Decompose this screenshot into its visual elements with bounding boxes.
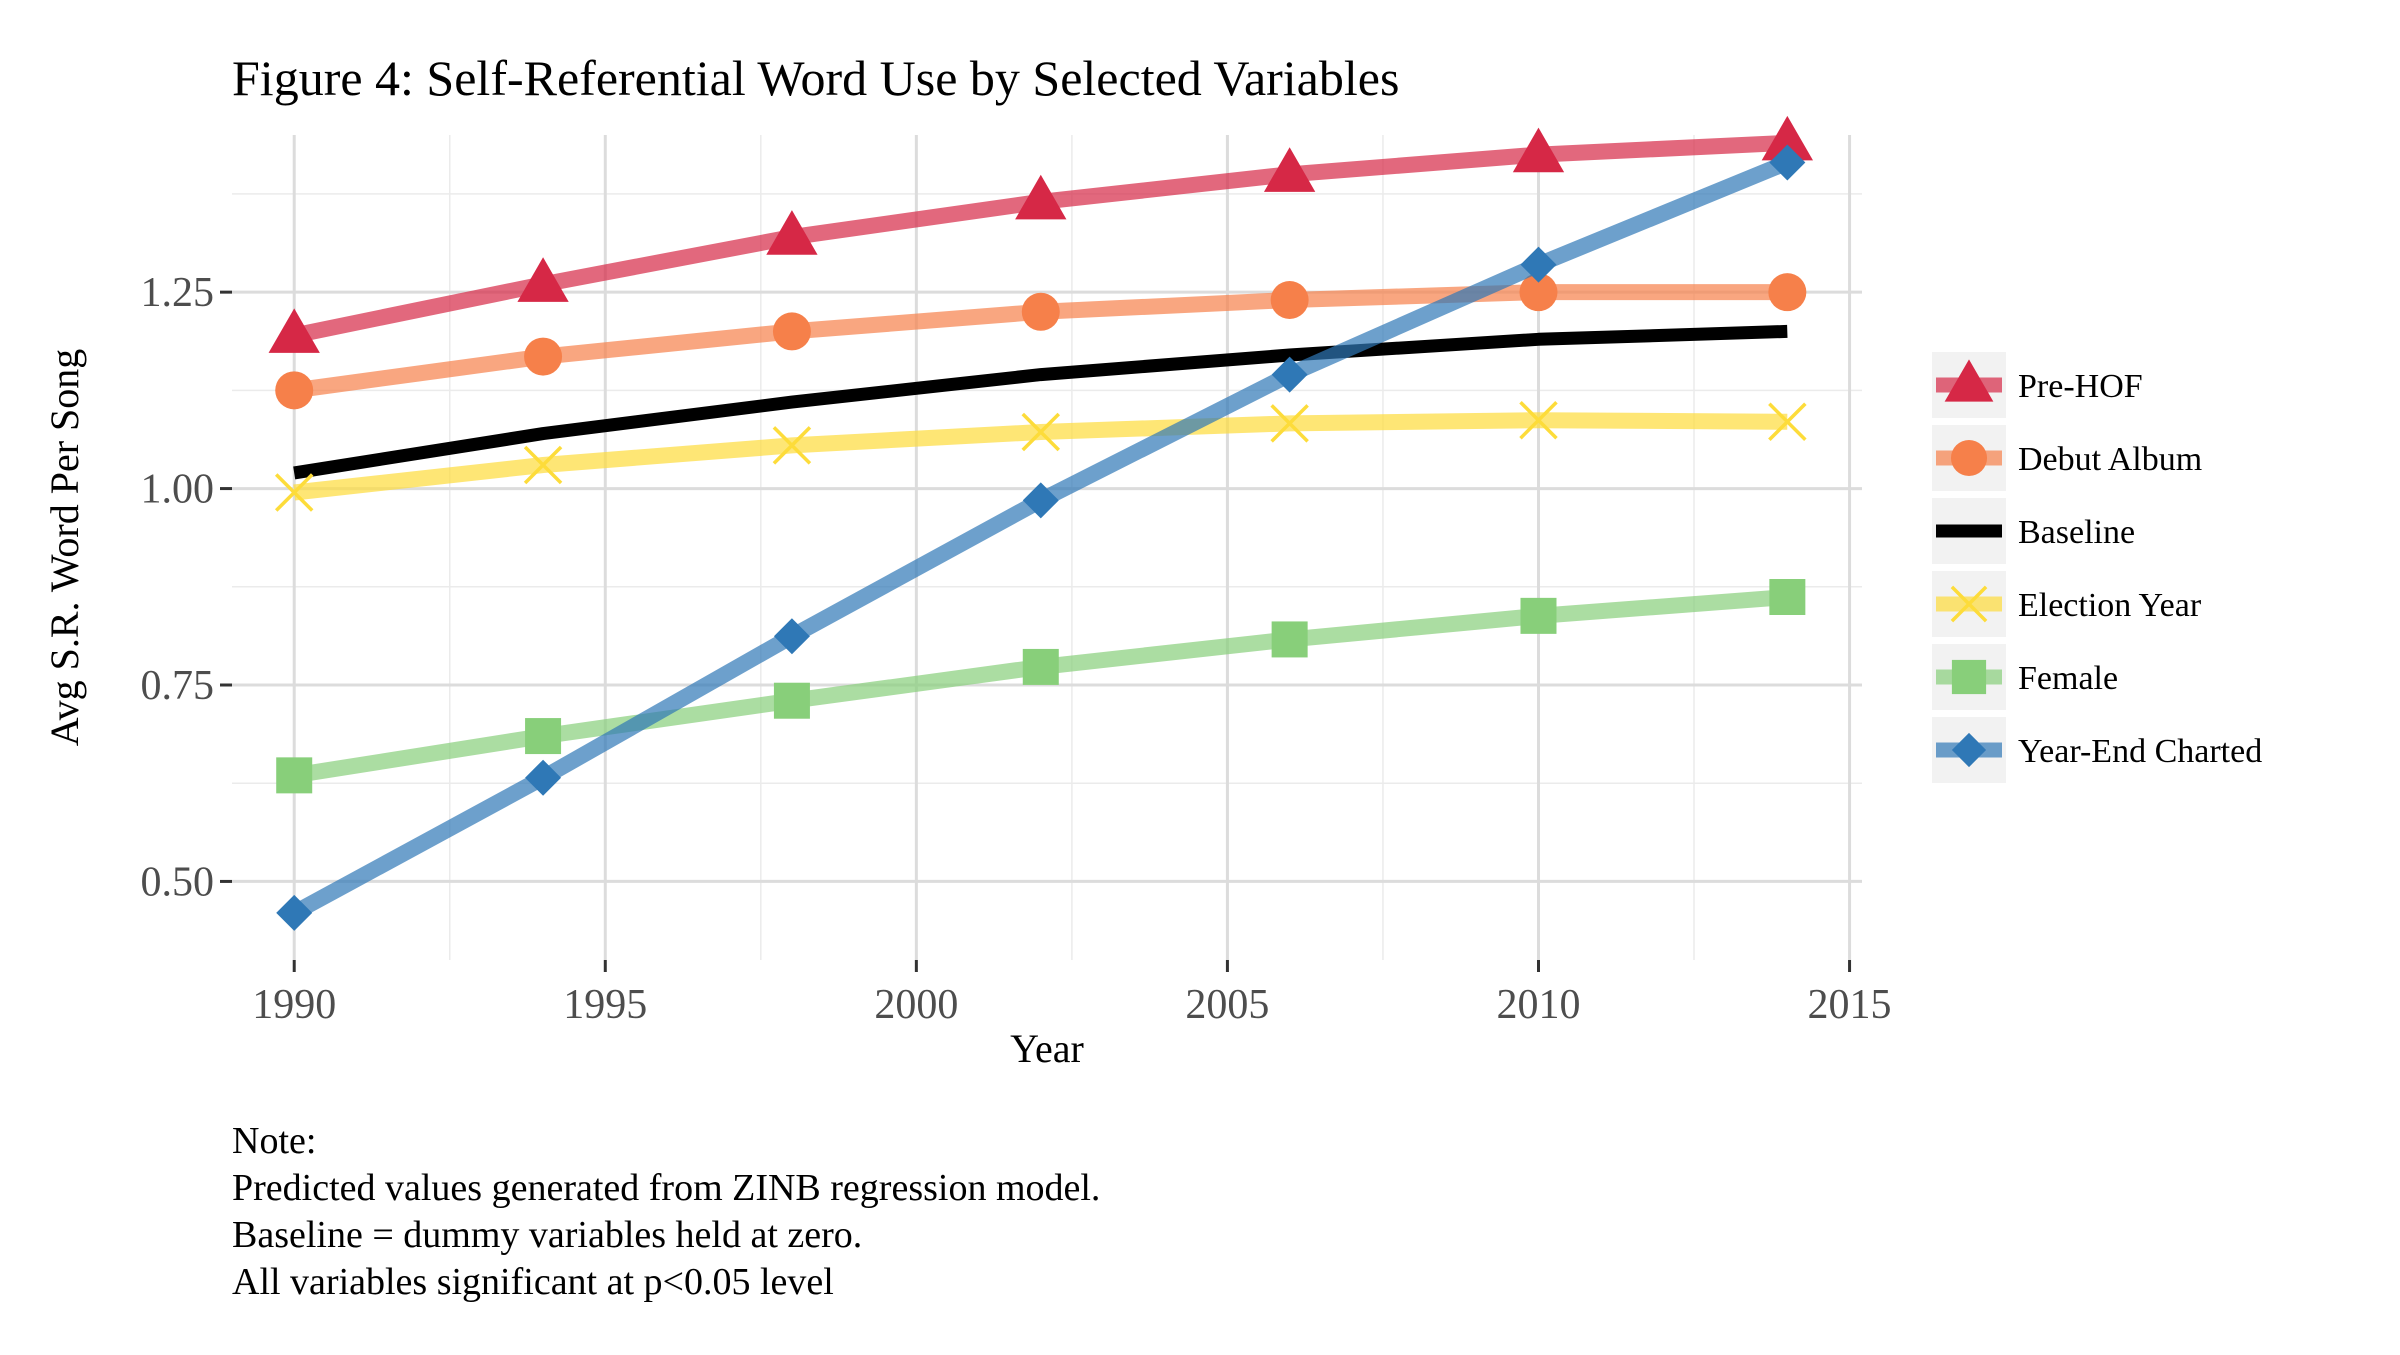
data-point — [1519, 273, 1558, 312]
series-female — [276, 579, 1806, 794]
legend-label: Year-End Charted — [2018, 733, 2262, 770]
legend-item: Debut Album — [1932, 425, 2202, 491]
data-point — [1015, 174, 1067, 220]
y-axis-title: Avg S.R. Word Per Song — [42, 349, 87, 747]
series-pre-hof — [268, 115, 1813, 353]
note-line: Baseline = dummy variables held at zero. — [232, 1214, 863, 1256]
x-axis-title: Year — [1010, 1026, 1084, 1071]
legend-key-marker — [1944, 359, 1994, 402]
data-point — [773, 682, 810, 719]
legend-label: Election Year — [2018, 587, 2202, 624]
series-year-end-charted — [276, 144, 1806, 931]
data-point — [275, 371, 314, 410]
legend-key-marker — [1951, 732, 1987, 768]
x-tick-label: 1995 — [563, 982, 647, 1028]
legend-label: Debut Album — [2018, 441, 2202, 478]
legend: Pre-HOF Debut Album Baseline Election Year F… — [1932, 352, 2262, 783]
data-point — [773, 618, 810, 655]
legend-key-marker — [1951, 659, 1987, 695]
x-tick-label: 2000 — [874, 982, 958, 1028]
data-point — [1021, 412, 1061, 452]
data-point — [1022, 482, 1059, 519]
legend-label: Baseline — [2018, 514, 2135, 551]
data-point — [525, 718, 562, 755]
data-point — [525, 759, 562, 796]
legend-item: Female — [1932, 644, 2118, 710]
legend-item: Baseline — [1932, 498, 2135, 564]
data-point — [1769, 144, 1806, 181]
series-debut-album — [275, 273, 1807, 410]
data-point — [1271, 621, 1308, 658]
legend-item: Year-End Charted — [1932, 717, 2262, 783]
data-point — [523, 445, 563, 485]
data-point — [268, 308, 320, 353]
note-line: All variables significant at p<0.05 leve… — [232, 1261, 834, 1303]
series-election-year — [274, 400, 1807, 512]
data-point — [1520, 246, 1557, 283]
data-point — [1520, 597, 1557, 634]
data-point — [1769, 579, 1806, 615]
series-baseline — [293, 324, 1788, 480]
data-point — [1270, 281, 1309, 319]
x-tick-label: 2010 — [1496, 982, 1580, 1028]
data-point — [1021, 292, 1060, 331]
x-tick-label: 2015 — [1808, 982, 1892, 1028]
data-point — [1768, 402, 1807, 442]
data-point — [1761, 115, 1813, 161]
legend-label: Female — [2018, 660, 2118, 697]
legend-label: Pre-HOF — [2018, 368, 2143, 405]
data-point — [517, 257, 569, 302]
data-point — [1271, 356, 1308, 393]
chart-title: Figure 4: Self-Referential Word Use by S… — [232, 50, 1399, 106]
data-point — [1263, 147, 1316, 192]
data-point — [766, 210, 818, 255]
data-point — [772, 426, 812, 465]
y-tick-label: 1.25 — [141, 270, 215, 316]
chart-note: Note: Predicted values generated from ZI… — [232, 1118, 1100, 1306]
data-point — [276, 894, 313, 931]
data-point — [524, 337, 563, 376]
note-line: Note: — [232, 1120, 317, 1162]
data-point — [1519, 400, 1558, 440]
legend-key-marker — [1950, 585, 1988, 623]
x-tick-label: 1990 — [252, 982, 336, 1028]
legend-key-marker — [1950, 439, 1988, 477]
x-tick-label: 2005 — [1185, 982, 1269, 1028]
legend-item: Pre-HOF — [1932, 352, 2143, 418]
data-point — [1768, 273, 1807, 312]
y-tick-label: 1.00 — [141, 467, 215, 513]
data-point — [274, 473, 314, 512]
note-line: Predicted values generated from ZINB reg… — [232, 1167, 1101, 1209]
series-line — [293, 324, 1788, 480]
plot-panel — [232, 135, 1862, 960]
data-point — [1512, 127, 1565, 173]
data-point — [1270, 404, 1309, 443]
legend-item: Election Year — [1932, 571, 2202, 637]
y-tick-label: 0.75 — [141, 663, 215, 709]
data-point — [772, 312, 811, 351]
data-point — [1022, 648, 1059, 685]
y-tick-label: 0.50 — [141, 859, 215, 905]
data-point — [276, 757, 313, 794]
